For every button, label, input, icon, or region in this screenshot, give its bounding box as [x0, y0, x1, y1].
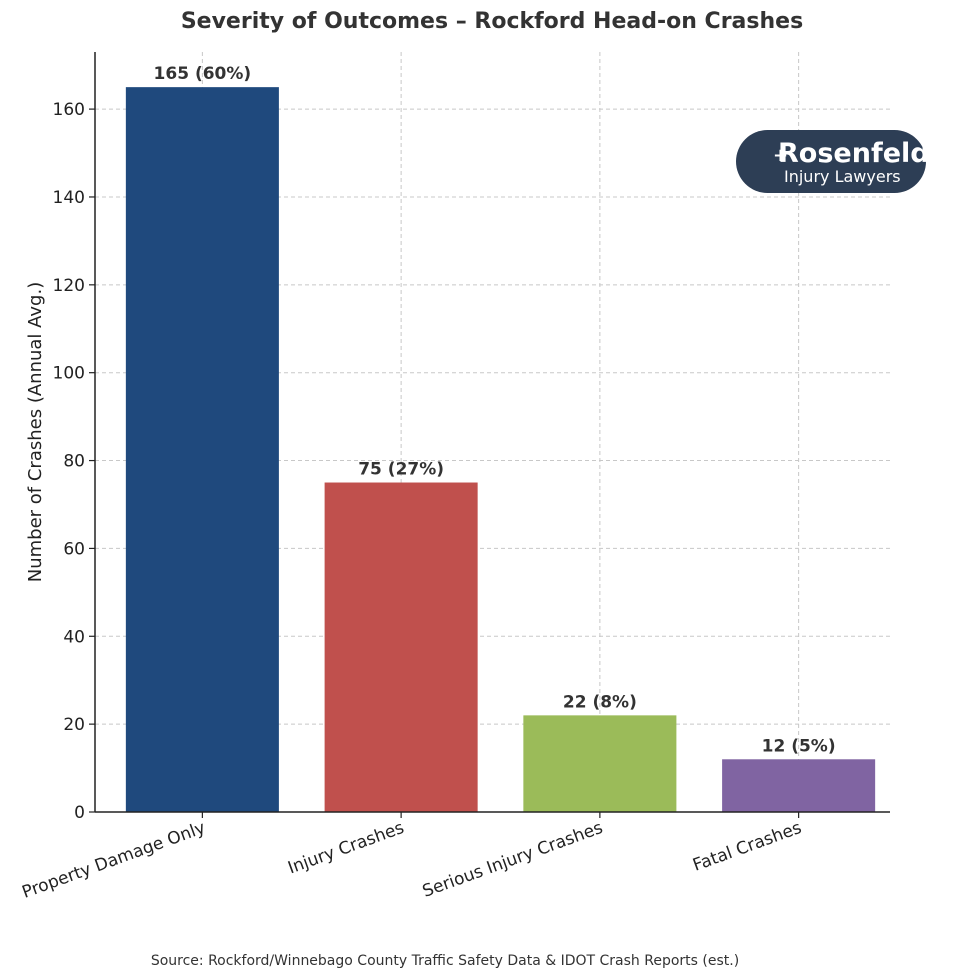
bars — [125, 87, 876, 812]
data-label: 22 (8%) — [563, 692, 637, 712]
data-labels: 165 (60%) 75 (27%) 22 (8%) 12 (5%) — [154, 64, 836, 756]
y-tick-label: 20 — [63, 715, 85, 735]
source-note: Source: Rockford/Winnebago County Traffi… — [151, 953, 739, 969]
logo-plus-icon: + — [773, 145, 788, 166]
x-category-label: Fatal Crashes — [690, 818, 804, 876]
bar-fatal-crashes — [722, 759, 876, 812]
data-label: 165 (60%) — [154, 64, 252, 84]
logo-background — [736, 130, 926, 193]
x-category-label: Serious Injury Crashes — [420, 818, 606, 902]
bar-property-damage-only — [125, 87, 279, 812]
y-tick-label: 60 — [63, 539, 85, 559]
x-axis-categories: Property Damage Only Injury Crashes Seriou… — [19, 812, 804, 903]
data-label: 75 (27%) — [358, 460, 444, 480]
y-tick-label: 0 — [74, 803, 85, 823]
bar-serious-injury-crashes — [523, 715, 677, 812]
y-tick-label: 100 — [53, 364, 85, 384]
bar-injury-crashes — [324, 482, 478, 812]
x-category-label: Injury Crashes — [285, 818, 407, 879]
logo-tagline: Injury Lawyers — [784, 167, 901, 186]
x-category-label: Property Damage Only — [19, 818, 208, 903]
data-label: 12 (5%) — [762, 736, 836, 756]
logo-badge: + Rosenfeld Injury Lawyers — [736, 130, 930, 193]
logo-name: Rosenfeld — [778, 138, 930, 169]
y-tick-label: 40 — [63, 627, 85, 647]
y-tick-label: 120 — [53, 276, 85, 296]
y-tick-label: 80 — [63, 452, 85, 472]
y-axis-ticks: 0 20 40 60 80 100 120 140 160 — [53, 100, 95, 823]
y-tick-label: 160 — [53, 100, 85, 120]
chart-title: Severity of Outcomes – Rockford Head-on … — [181, 9, 803, 34]
y-tick-label: 140 — [53, 188, 85, 208]
y-axis-label: Number of Crashes (Annual Avg.) — [25, 282, 46, 582]
